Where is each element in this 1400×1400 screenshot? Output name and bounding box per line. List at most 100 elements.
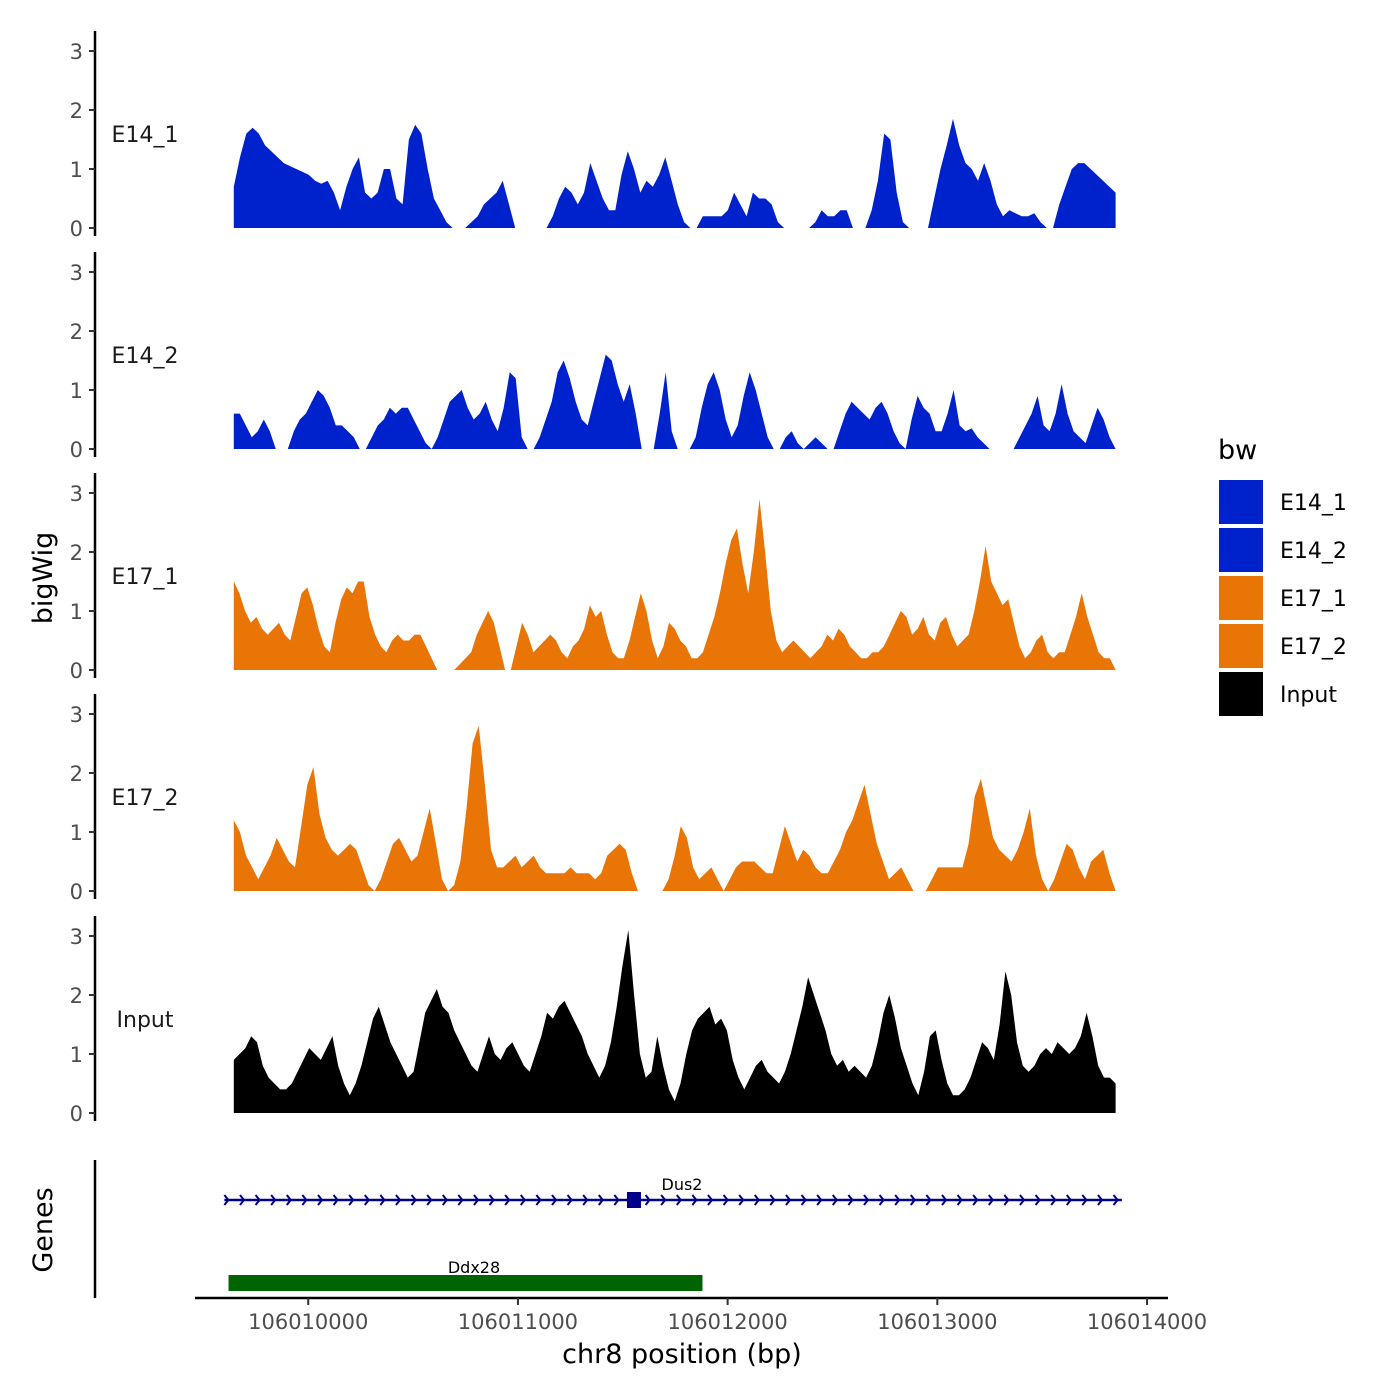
- strand-arrow-icon: [535, 1194, 542, 1206]
- strand-arrow-icon: [1081, 1194, 1088, 1206]
- gene-label: Ddx28: [448, 1258, 500, 1277]
- strand-arrow-icon: [551, 1194, 558, 1206]
- strand-arrow-icon: [1050, 1194, 1057, 1206]
- strand-arrow-icon: [675, 1194, 683, 1206]
- y-tick-label: 0: [70, 438, 83, 462]
- strand-arrow-icon: [504, 1194, 511, 1206]
- track-label: Input: [117, 1008, 174, 1033]
- x-tick-label: 106013000: [877, 1310, 997, 1334]
- track-label: E17_1: [112, 565, 179, 590]
- strand-arrow-icon: [800, 1194, 807, 1206]
- strand-arrow-icon: [285, 1194, 293, 1206]
- y-tick-label: 0: [70, 1102, 83, 1126]
- strand-arrow-icon: [426, 1194, 433, 1206]
- legend-label: E17_1: [1280, 587, 1347, 612]
- strand-arrow-icon: [753, 1194, 761, 1206]
- legend-swatch: [1219, 480, 1263, 524]
- y-tick-label: 2: [70, 762, 83, 786]
- y-tick-label: 1: [70, 158, 83, 182]
- genes-axis-title: Genes: [28, 1187, 59, 1272]
- strand-arrow-icon: [878, 1194, 885, 1206]
- strand-arrow-icon: [441, 1194, 449, 1206]
- strand-arrow-icon: [270, 1194, 277, 1206]
- x-tick-label: 106010000: [248, 1310, 368, 1334]
- y-tick-label: 1: [70, 600, 83, 624]
- y-tick-label: 0: [70, 659, 83, 683]
- strand-arrow-icon: [301, 1194, 308, 1206]
- legend: bw E14_1 E14_2 E17_1 E17_2 Input: [1218, 435, 1347, 716]
- y-tick-label: 1: [70, 821, 83, 845]
- signal-tracks: 0 1 2 3 E14_1 0 1 2 3 E14_2 0 1 2 3 E17_1 0 1 2 3 E17_2 0 1 2 3…: [70, 31, 1116, 1126]
- legend-label: Input: [1280, 683, 1337, 708]
- legend-title: bw: [1218, 435, 1257, 466]
- gene-exon: [626, 1192, 641, 1208]
- strand-arrow-icon: [1019, 1194, 1026, 1206]
- strand-arrow-icon: [644, 1194, 651, 1206]
- strand-arrow-icon: [894, 1194, 901, 1206]
- y-tick-label: 1: [70, 379, 83, 403]
- strand-arrow-icon: [1034, 1194, 1041, 1206]
- x-axis: 106010000 106011000 106012000 106013000 1060…: [195, 1296, 1207, 1334]
- track-e17-1: 0 1 2 3 E17_1: [70, 473, 1116, 683]
- y-tick-label: 2: [70, 984, 83, 1008]
- strand-arrow-icon: [566, 1194, 573, 1206]
- track-e17-2: 0 1 2 3 E17_2: [70, 694, 1116, 904]
- legend-swatch: [1219, 576, 1263, 620]
- strand-arrow-icon: [379, 1194, 386, 1206]
- y-tick-label: 2: [70, 320, 83, 344]
- track-e14-2: 0 1 2 3 E14_2: [70, 252, 1116, 462]
- x-tick-label: 106014000: [1087, 1310, 1207, 1334]
- track-label: E14_1: [112, 123, 179, 148]
- y-tick-label: 3: [70, 261, 83, 285]
- y-tick-label: 3: [70, 703, 83, 727]
- legend-item-e17-1: E17_1: [1219, 576, 1347, 620]
- strand-arrow-icon: [1003, 1194, 1010, 1206]
- strand-arrow-icon: [332, 1194, 339, 1206]
- strand-arrow-icon: [613, 1194, 620, 1206]
- strand-arrow-icon: [941, 1194, 948, 1206]
- strand-arrow-icon: [1112, 1194, 1119, 1206]
- legend-swatch: [1219, 672, 1263, 716]
- strand-arrow-icon: [1097, 1194, 1104, 1206]
- signal-area-e17-2: [233, 725, 1116, 891]
- legend-label: E14_2: [1280, 539, 1347, 564]
- strand-arrow-icon: [785, 1194, 792, 1206]
- y-tick-label: 3: [70, 40, 83, 64]
- strand-arrow-icon: [582, 1194, 589, 1206]
- strand-arrow-icon: [488, 1194, 495, 1206]
- strand-arrow-icon: [909, 1194, 917, 1206]
- legend-item-e14-1: E14_1: [1219, 480, 1347, 524]
- y-tick-label: 0: [70, 217, 83, 241]
- strand-arrow-icon: [395, 1194, 402, 1206]
- y-tick-label: 2: [70, 541, 83, 565]
- strand-arrow-icon: [769, 1194, 776, 1206]
- track-label: E14_2: [112, 344, 179, 369]
- strand-arrow-icon: [722, 1194, 729, 1206]
- legend-swatch: [1219, 624, 1263, 668]
- strand-arrow-icon: [348, 1194, 355, 1206]
- gene-dus2: Dus2: [223, 1175, 1122, 1208]
- strand-arrow-icon: [972, 1194, 979, 1206]
- legend-label: E14_1: [1280, 491, 1347, 516]
- x-axis-title: chr8 position (bp): [562, 1339, 802, 1370]
- strand-arrow-icon: [223, 1194, 230, 1206]
- strand-arrow-icon: [738, 1194, 745, 1206]
- gene-label: Dus2: [662, 1175, 703, 1194]
- strand-arrow-icon: [410, 1194, 417, 1206]
- strand-arrow-icon: [1065, 1194, 1073, 1206]
- strand-arrow-icon: [597, 1194, 605, 1206]
- strand-arrow-icon: [707, 1194, 714, 1206]
- strand-arrow-icon: [317, 1194, 324, 1206]
- x-tick-label: 106011000: [458, 1310, 578, 1334]
- signal-area-e14-1: [233, 118, 1116, 228]
- strand-arrow-icon: [473, 1194, 480, 1206]
- strand-arrow-icon: [254, 1194, 261, 1206]
- y-tick-label: 3: [70, 925, 83, 949]
- track-input: 0 1 2 3 Input: [70, 916, 1116, 1126]
- strand-arrow-icon: [816, 1194, 823, 1206]
- gene-ddx28: Ddx28: [228, 1258, 703, 1291]
- strand-arrow-icon: [863, 1194, 870, 1206]
- strand-arrow-icon: [987, 1194, 995, 1206]
- y-tick-label: 2: [70, 99, 83, 123]
